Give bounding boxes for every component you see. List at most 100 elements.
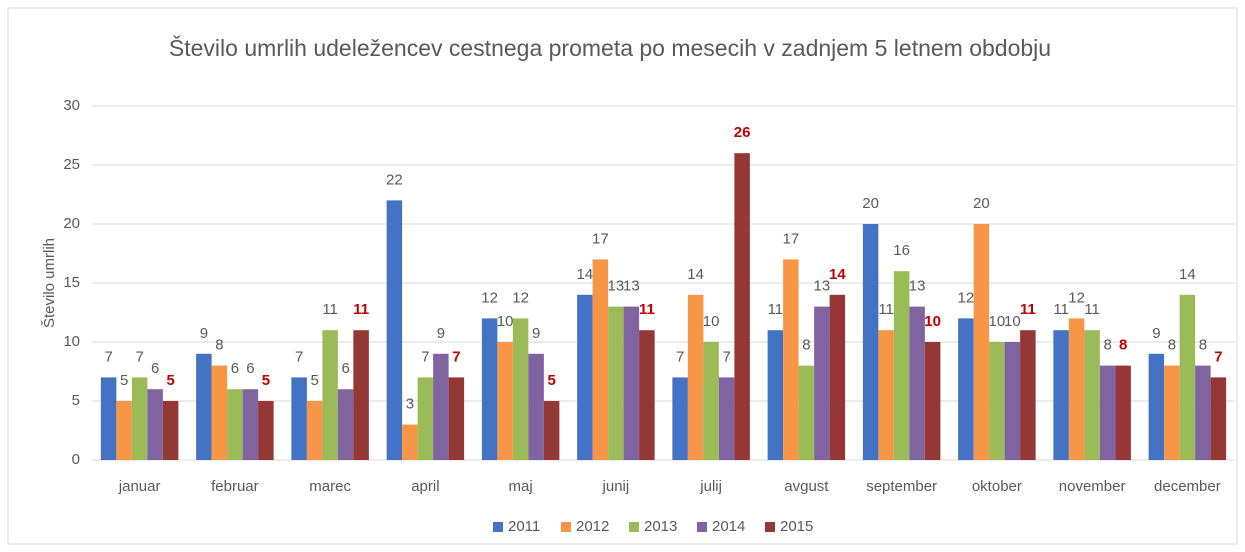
data-label: 11 (639, 301, 655, 318)
data-label: 13 (623, 278, 640, 295)
y-tick-label: 30 (63, 97, 80, 114)
data-label: 7 (452, 348, 460, 365)
data-label: 7 (104, 348, 112, 365)
data-label: 6 (231, 360, 239, 377)
data-label: 5 (120, 372, 128, 389)
data-label: 10 (497, 313, 514, 330)
x-tick-label: avgust (784, 478, 829, 495)
data-label: 5 (310, 372, 318, 389)
data-label: 11 (1020, 301, 1036, 318)
legend-swatch (561, 522, 571, 532)
bar (1020, 330, 1036, 460)
bar (1004, 342, 1021, 460)
data-label: 17 (592, 230, 609, 247)
bar (100, 377, 117, 460)
bar (337, 389, 354, 460)
bar (116, 401, 132, 460)
data-label: 12 (958, 289, 975, 306)
data-label: 5 (262, 372, 270, 389)
x-tick-label: november (1059, 478, 1126, 495)
data-label: 11 (1053, 301, 1069, 318)
data-label: 11 (878, 301, 894, 318)
data-label: 3 (406, 396, 414, 413)
bar (958, 318, 974, 460)
data-label: 10 (924, 313, 941, 330)
bar (211, 365, 228, 460)
bar (448, 377, 465, 460)
data-label: 12 (481, 289, 498, 306)
data-label: 5 (166, 372, 174, 389)
bar (1195, 365, 1211, 460)
data-label: 8 (1119, 337, 1127, 354)
data-label: 22 (386, 171, 403, 188)
x-tick-label: junij (602, 478, 630, 495)
x-tick-label: maj (509, 478, 533, 495)
bar (829, 294, 846, 460)
legend-swatch (493, 522, 503, 532)
data-label: 6 (151, 360, 159, 377)
x-tick-label: oktober (972, 478, 1022, 495)
y-tick-label: 5 (72, 392, 80, 409)
data-label: 10 (1004, 313, 1021, 330)
bar (862, 224, 879, 460)
y-axis-label: Število umrlih (41, 238, 58, 328)
bar (1068, 318, 1085, 460)
data-label: 8 (1103, 337, 1111, 354)
bar (1115, 365, 1131, 460)
bar (1210, 377, 1227, 460)
data-label: 7 (722, 348, 730, 365)
bar (1084, 330, 1100, 460)
legend-label: 2013 (644, 518, 677, 535)
bar (1148, 353, 1165, 460)
data-label: 14 (829, 266, 846, 283)
data-label: 6 (341, 360, 349, 377)
data-label: 12 (1068, 289, 1085, 306)
data-label: 20 (973, 195, 990, 212)
bar (687, 294, 704, 460)
bar (291, 377, 307, 460)
bar (227, 389, 243, 460)
x-tick-label: april (411, 478, 439, 495)
x-tick-label: februar (211, 478, 259, 495)
bar (497, 342, 513, 460)
bar (608, 306, 624, 460)
data-label: 7 (295, 348, 303, 365)
bar (814, 306, 830, 460)
data-label: 13 (909, 278, 926, 295)
bar (402, 424, 418, 460)
bar (306, 401, 323, 460)
x-tick-label: september (866, 478, 937, 495)
data-label: 7 (1214, 348, 1222, 365)
data-label: 17 (783, 230, 800, 247)
data-label: 6 (246, 360, 254, 377)
data-label: 7 (676, 348, 684, 365)
bar (798, 365, 815, 460)
bar (1164, 365, 1180, 460)
bar (353, 330, 369, 460)
legend-label: 2015 (780, 518, 813, 535)
data-label: 9 (200, 325, 208, 342)
bar (1053, 330, 1069, 460)
y-tick-label: 25 (63, 156, 80, 173)
y-tick-label: 20 (63, 215, 80, 232)
data-label: 13 (814, 278, 831, 295)
y-tick-label: 15 (63, 274, 80, 291)
bar (196, 353, 212, 460)
bar (577, 294, 593, 460)
bar (543, 401, 560, 460)
bar (783, 259, 799, 460)
data-label: 7 (421, 348, 429, 365)
bar (893, 271, 910, 460)
data-label: 8 (215, 337, 223, 354)
data-label: 11 (1084, 301, 1100, 318)
legend-label: 2012 (576, 518, 609, 535)
bar (258, 401, 274, 460)
bar (878, 330, 894, 460)
bar (433, 353, 449, 460)
data-label: 14 (1179, 266, 1196, 283)
data-label: 7 (135, 348, 143, 365)
data-label: 14 (687, 266, 704, 283)
bar (734, 153, 750, 460)
